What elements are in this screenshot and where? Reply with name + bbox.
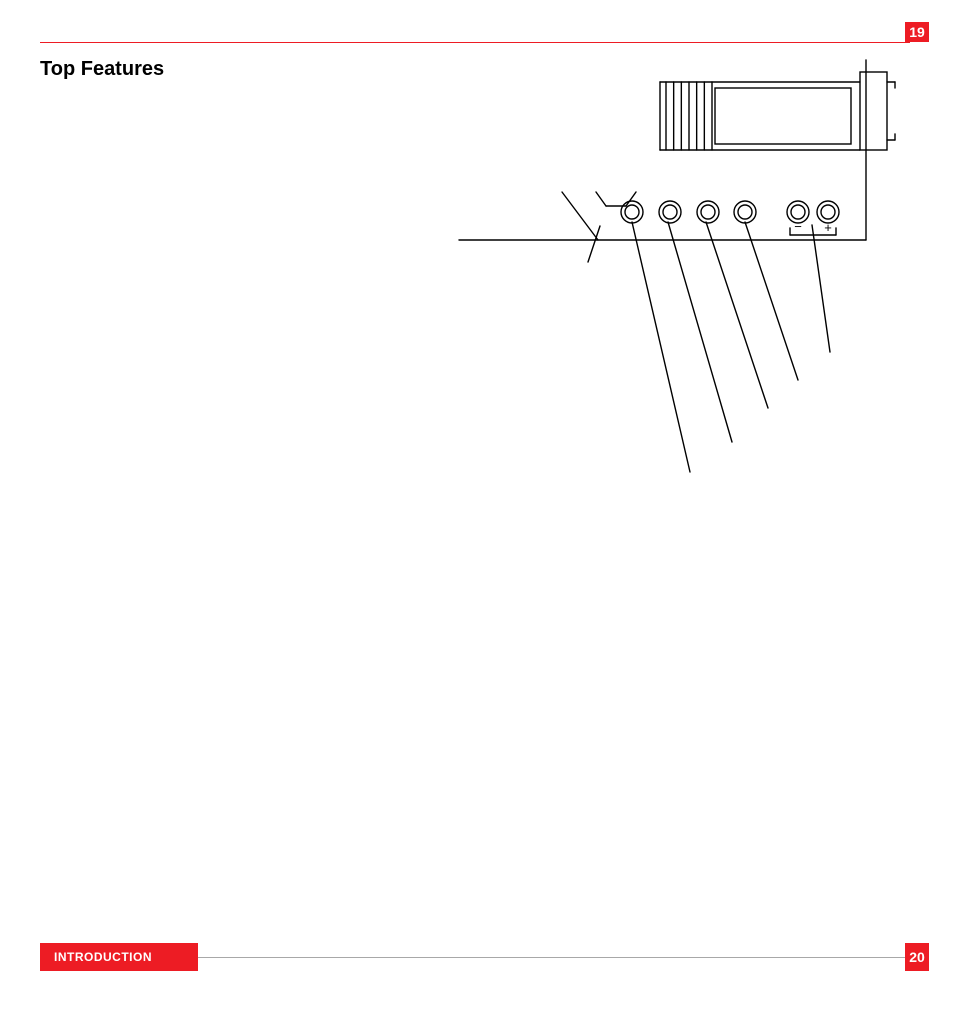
footer-rule — [198, 957, 905, 958]
page-number-bottom: 20 — [909, 949, 925, 965]
page-tab-top: 19 — [905, 22, 929, 42]
svg-text:−: − — [794, 219, 802, 234]
header-rule — [40, 42, 910, 43]
page-tab-bottom: 20 — [905, 943, 929, 971]
section-title: Top Features — [40, 58, 164, 81]
footer-section-text: INTRODUCTION — [54, 950, 152, 964]
footer-section-label: INTRODUCTION — [40, 943, 198, 971]
device-diagram: −+ — [0, 0, 954, 1011]
svg-text:+: + — [824, 220, 832, 235]
page-number-top: 19 — [909, 24, 925, 40]
manual-page: 19 Top Features −+ INTRODUCTION 20 — [0, 0, 954, 1011]
